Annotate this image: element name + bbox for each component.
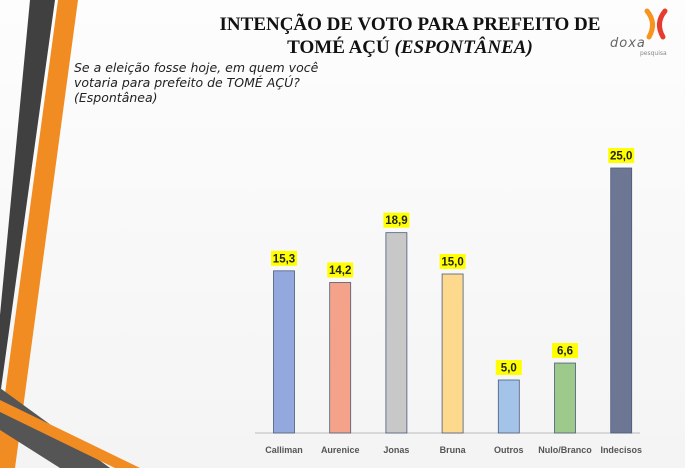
chart-title-line1: INTENÇÃO DE VOTO PARA PREFEITO DE — [219, 14, 601, 35]
data-label-bg — [439, 254, 466, 269]
data-label: 18,9 — [385, 215, 407, 227]
data-label: 25,0 — [610, 151, 632, 163]
data-label-bg — [383, 212, 410, 228]
bar-aurenice — [329, 282, 352, 434]
title-qualifier: (ESPONTÂNEA) — [394, 37, 533, 58]
data-label-bg — [327, 262, 354, 278]
data-label: 6,6 — [557, 346, 573, 358]
category-label: Outros — [494, 445, 524, 455]
doxa-logo-icon — [644, 8, 668, 40]
category-label: Calliman — [265, 445, 303, 455]
logo-name: doxa — [610, 36, 646, 51]
logo-sub: pesquisa — [640, 50, 667, 57]
title-place: TOMÉ AÇÚ — [287, 37, 395, 58]
category-label: Indecisos — [600, 445, 642, 455]
bar-indecisos — [610, 167, 633, 434]
data-label-bg — [271, 250, 297, 266]
data-label-bg — [608, 148, 635, 163]
data-label: 5,0 — [501, 363, 517, 375]
bar-outros — [497, 379, 520, 434]
bar-bruna — [441, 273, 464, 434]
chart-title-line2: TOMÉ AÇÚ (ESPONTÂNEA) — [200, 37, 620, 59]
data-label: 15,3 — [273, 253, 295, 265]
data-label: 15,0 — [441, 257, 463, 269]
data-label-bg — [495, 360, 522, 375]
category-label: Nulo/Branco — [538, 445, 592, 455]
survey-question: Se a eleição fosse hoje, em quem você vo… — [74, 60, 319, 105]
bar-calliman — [273, 270, 295, 434]
category-label: Jonas — [383, 445, 409, 455]
category-label: Bruna — [440, 445, 467, 455]
data-label-bg — [552, 343, 578, 359]
category-label: Aurenice — [321, 445, 360, 455]
bar-nulo-branco — [554, 362, 576, 434]
bar-jonas — [385, 232, 408, 434]
data-label: 14,2 — [329, 265, 351, 277]
